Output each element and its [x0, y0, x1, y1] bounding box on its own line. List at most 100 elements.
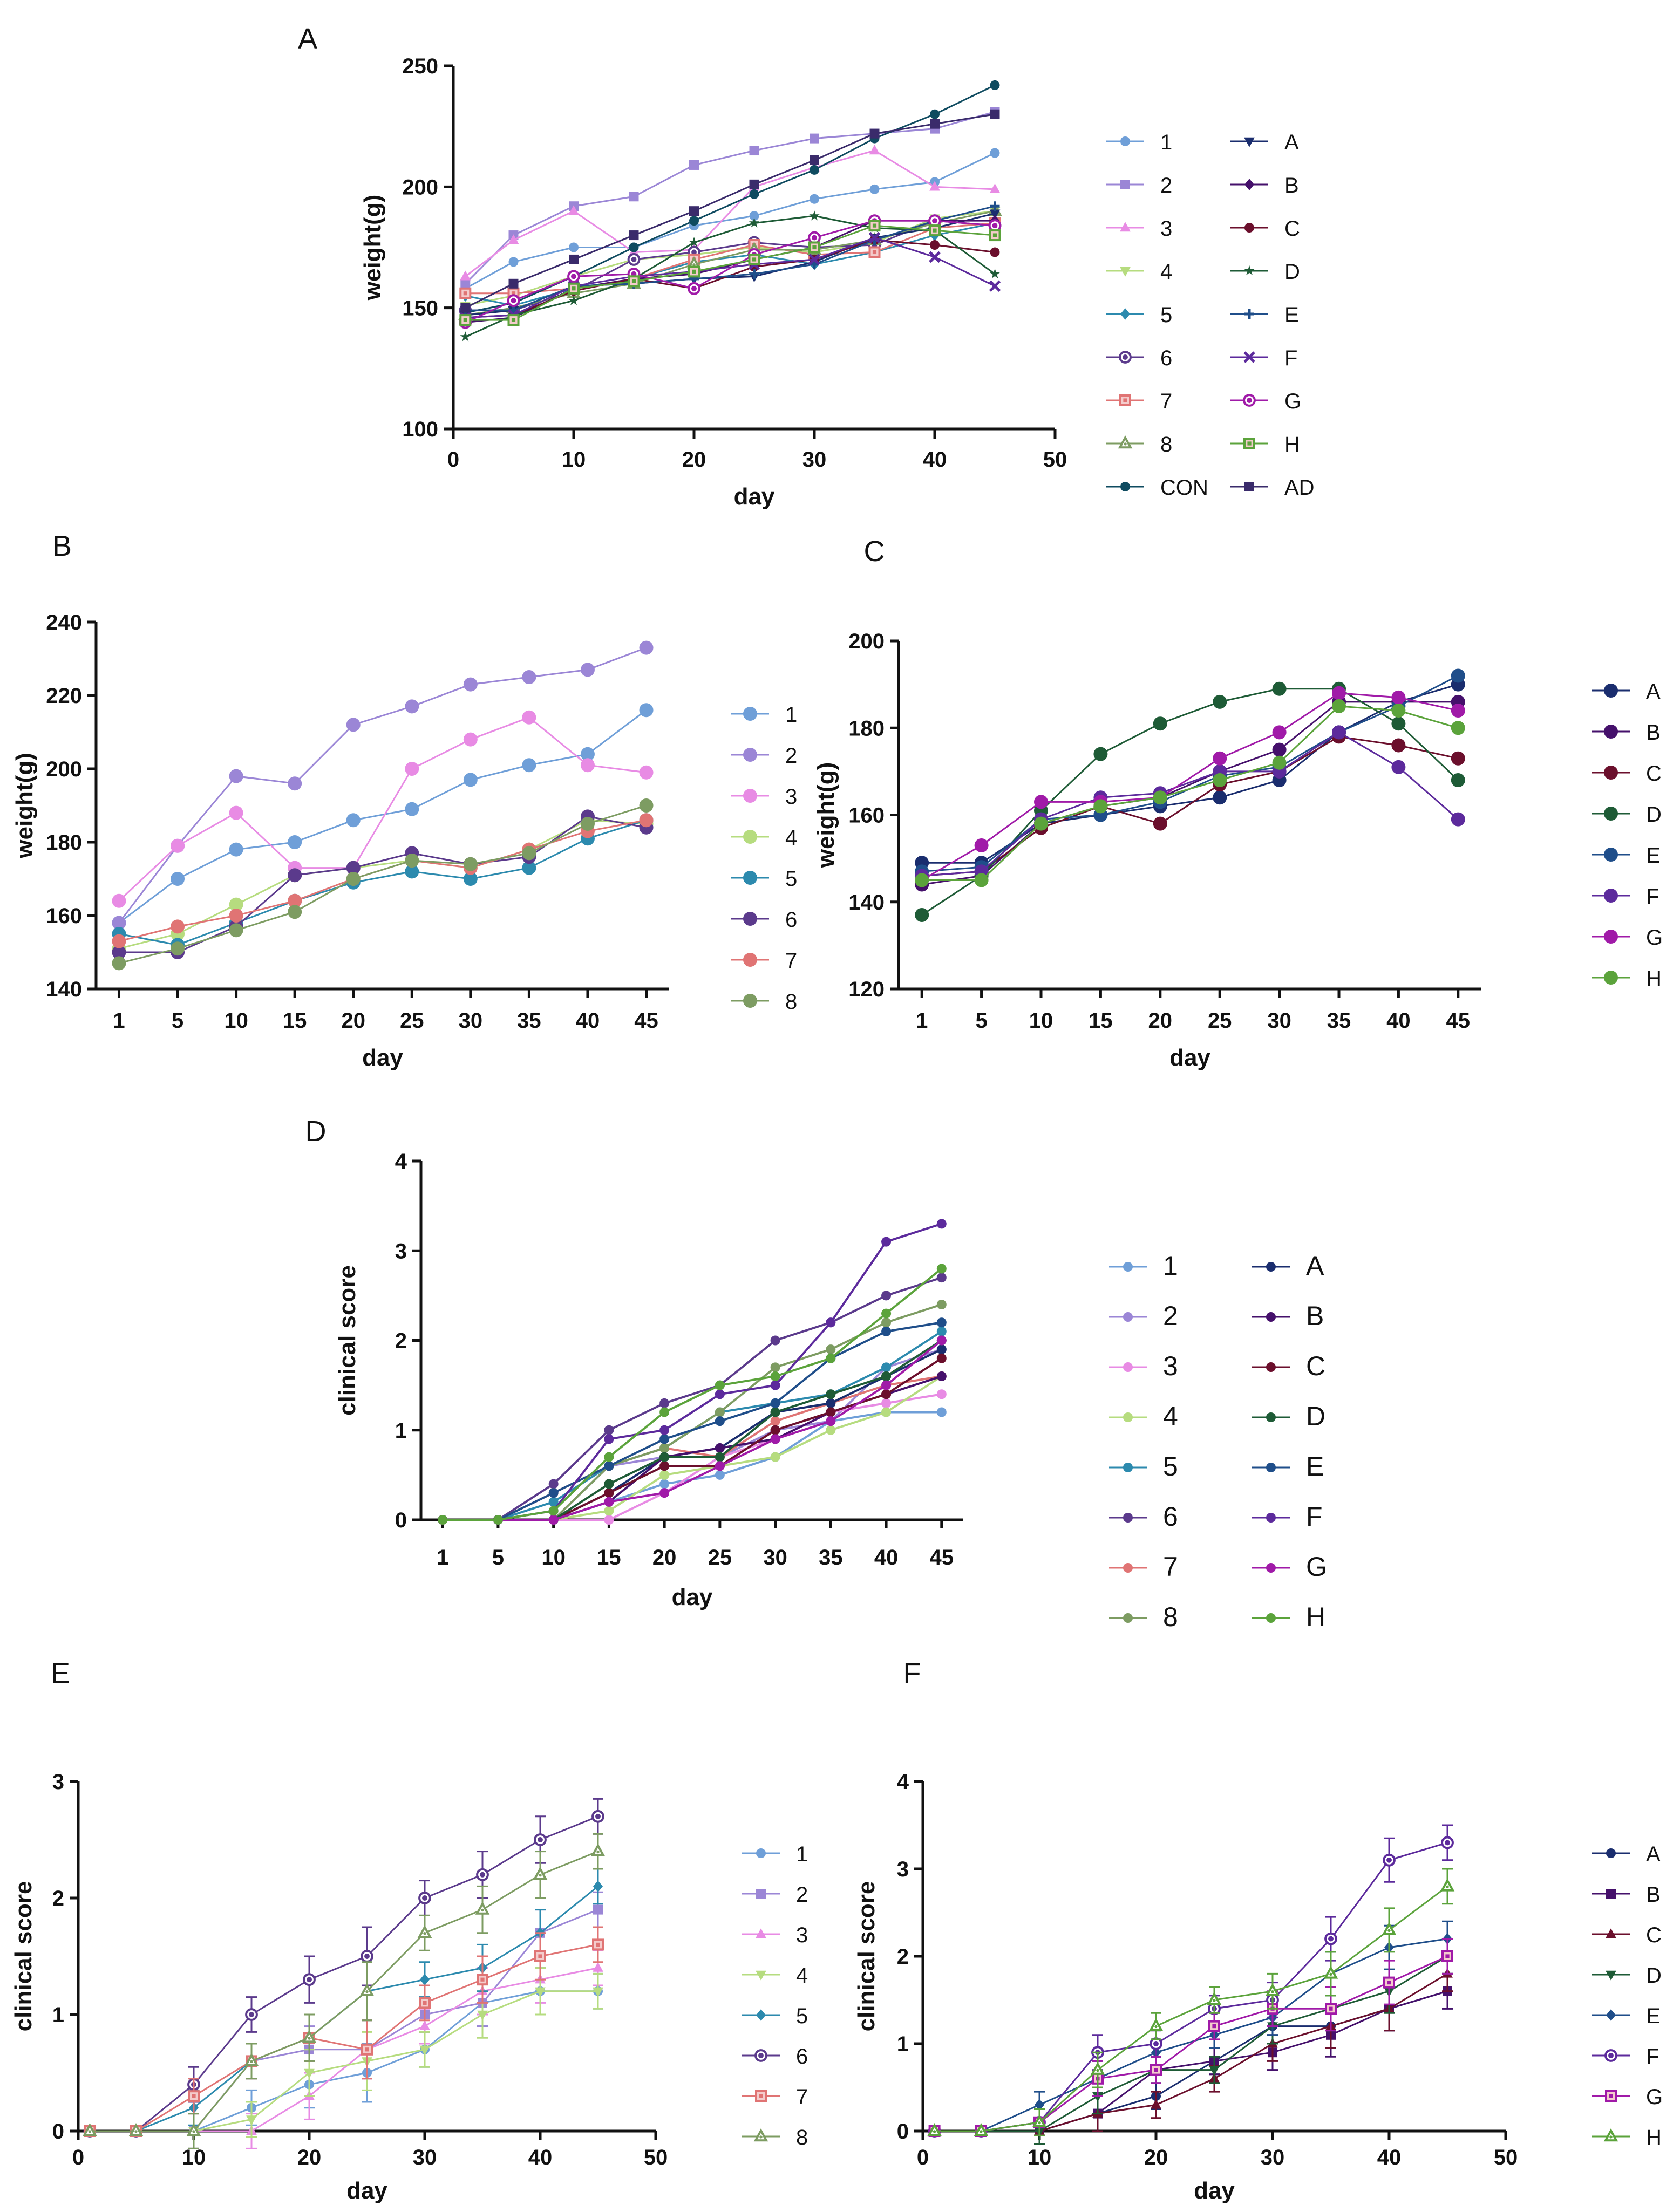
data-point [475, 1901, 490, 1915]
legend-item-D: ★ D [1230, 260, 1300, 284]
data-point [936, 1273, 947, 1283]
series-line [465, 205, 995, 311]
data-point [639, 640, 654, 655]
legend-marker [756, 1889, 766, 1899]
panel-label-F: F [903, 1657, 921, 1690]
series-H [438, 1264, 947, 1525]
y-tick-label: 140 [46, 978, 82, 1001]
legend-marker [1606, 1970, 1616, 1981]
data-point [881, 1362, 892, 1373]
series-2 [460, 107, 1000, 289]
data-point [580, 663, 595, 677]
legend-marker [1266, 1613, 1276, 1623]
legend-item-5: 5 [731, 867, 797, 891]
legend-marker [1605, 2090, 1617, 2102]
legend-label: G [1306, 1552, 1327, 1582]
data-point [715, 1407, 725, 1417]
svg-text:★: ★ [459, 330, 472, 345]
y-tick-label: 250 [402, 54, 438, 78]
legend-item-H: H [1592, 967, 1662, 991]
y-tick-label: 200 [46, 757, 82, 781]
y-tick-label: 0 [897, 2120, 909, 2143]
data-point [288, 905, 302, 919]
data-point [868, 220, 881, 232]
legend-label: B [1646, 721, 1661, 745]
legend-label: C [1284, 217, 1300, 241]
data-point [1451, 812, 1465, 827]
legend-marker [1266, 1513, 1276, 1523]
svg-text:★: ★ [989, 267, 1001, 282]
x-tick-label: 25 [400, 1009, 424, 1033]
data-point [405, 864, 419, 879]
legend-label: 2 [796, 1883, 808, 1907]
data-point [548, 1506, 559, 1516]
data-point [1332, 686, 1346, 700]
data-point [1092, 2092, 1103, 2102]
data-point [770, 1371, 780, 1381]
legend-label: 4 [1163, 1401, 1178, 1431]
series-line [119, 819, 647, 943]
y-tick-label: 4 [395, 1150, 407, 1173]
data-point [580, 747, 595, 761]
y-tick-label: 200 [848, 630, 885, 653]
x-tick-label: 1 [113, 1009, 125, 1033]
x-tick-label: 30 [763, 1546, 787, 1569]
data-point [522, 710, 536, 725]
data-point [1035, 2099, 1044, 2111]
x-tick-label: 30 [413, 2146, 437, 2169]
data-point [989, 209, 1001, 220]
x-tick-label: 40 [1386, 1009, 1411, 1033]
legend-label: E [1306, 1451, 1324, 1482]
data-point [1093, 799, 1108, 814]
series-7 [112, 813, 654, 948]
data-point [522, 846, 536, 861]
data-point [1382, 1922, 1397, 1935]
data-point [989, 183, 1001, 194]
data-point [463, 773, 478, 787]
legend-item-1: 1 [742, 1842, 808, 1866]
legend-item-H: H [1252, 1602, 1325, 1632]
data-point [770, 1335, 780, 1346]
data-point [460, 278, 471, 289]
data-point [463, 677, 478, 692]
data-point [463, 872, 478, 886]
data-point [929, 181, 940, 191]
y-tick-label: 2 [395, 1329, 407, 1353]
legend-marker [1123, 1362, 1133, 1372]
data-point [593, 1987, 603, 1997]
y-tick-label: 120 [848, 978, 885, 1001]
legend-marker [1120, 136, 1130, 146]
legend-item-8: 8 [742, 2126, 808, 2149]
legend-marker [753, 2128, 768, 2142]
data-point [245, 2008, 258, 2021]
legend-label: A [1646, 680, 1661, 704]
legend-marker [756, 1928, 766, 1938]
x-tick-label: 50 [1043, 448, 1067, 472]
legend-item-7: 7 [1106, 390, 1172, 413]
data-point [508, 234, 519, 244]
series-line [465, 239, 995, 319]
data-point [303, 1973, 316, 1986]
legend-item-D: D [1592, 1964, 1662, 1988]
legend-label: 7 [1163, 1552, 1178, 1582]
legend-item-C: C [1592, 762, 1662, 786]
series-line [465, 222, 995, 306]
series-line [465, 111, 995, 284]
y-axis-title: weight(g) [813, 762, 839, 869]
x-tick-label: 25 [1208, 1009, 1232, 1033]
data-point [1325, 2003, 1337, 2015]
legend-marker [1604, 848, 1618, 862]
series-line [90, 1990, 598, 2132]
data-point [288, 776, 302, 791]
data-point: ★ [989, 267, 1001, 282]
data-point [405, 762, 419, 776]
data-point [128, 2123, 144, 2136]
series-line [90, 1815, 598, 2132]
legend-marker [1244, 309, 1254, 319]
x-tick-label: 10 [1028, 2146, 1052, 2169]
data-point [346, 813, 361, 828]
data-point [1208, 2020, 1220, 2032]
data-point [459, 314, 472, 326]
legend-marker [1244, 137, 1255, 147]
